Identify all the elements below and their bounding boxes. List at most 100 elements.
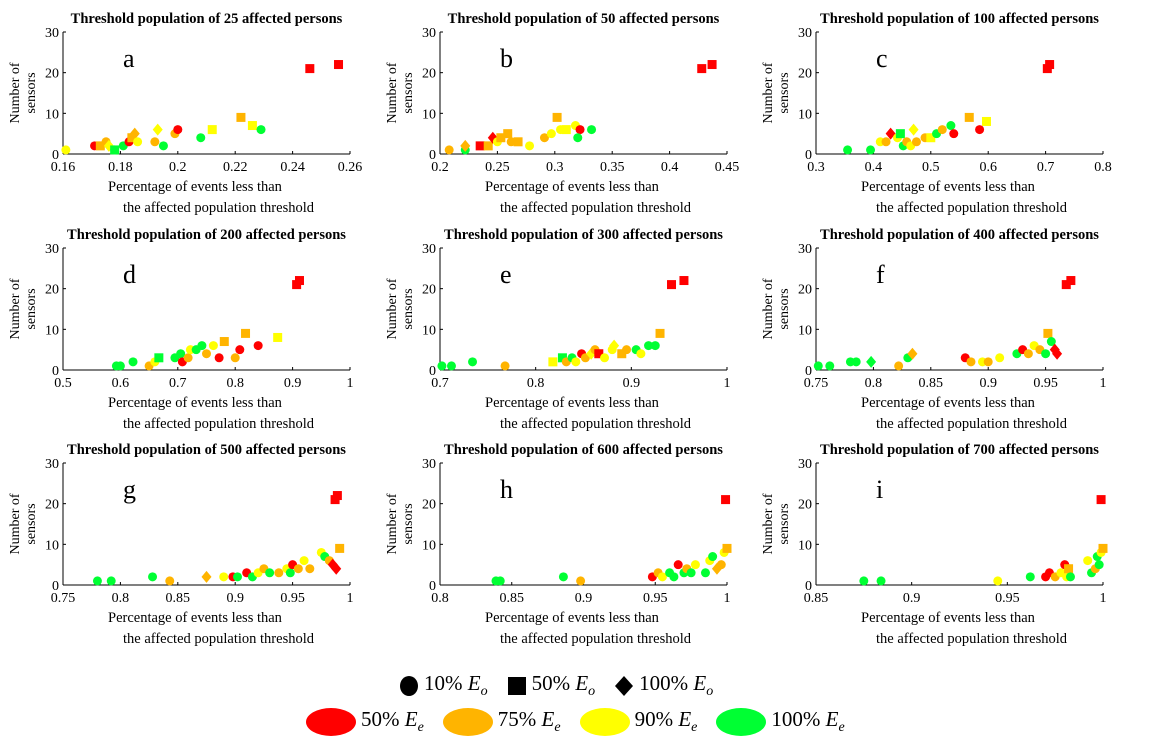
data-point-circle bbox=[525, 141, 535, 151]
data-point-circle bbox=[500, 361, 510, 371]
y-tick-label: 0 bbox=[805, 579, 812, 594]
x-axis-label-line1: Percentage of events less than bbox=[108, 610, 283, 626]
y-axis-label: Number ofsensors bbox=[385, 62, 416, 123]
y-tick-label: 20 bbox=[422, 283, 436, 298]
data-point-square bbox=[548, 357, 558, 367]
data-point-diamond bbox=[907, 347, 918, 360]
y-tick-label: 20 bbox=[798, 498, 812, 513]
data-point-circle bbox=[202, 349, 211, 359]
data-point-square bbox=[707, 60, 717, 70]
data-point-circle bbox=[576, 576, 586, 586]
data-point-circle bbox=[197, 341, 207, 351]
data-point-circle bbox=[622, 345, 632, 355]
x-tick-label: 0.9 bbox=[623, 376, 641, 391]
data-point-square bbox=[722, 543, 732, 553]
y-tick-label: 30 bbox=[798, 26, 812, 41]
data-point-circle bbox=[444, 145, 454, 155]
panel-letter: c bbox=[876, 44, 888, 73]
data-point-square bbox=[305, 64, 315, 74]
x-axis-label-line1: Percentage of events less than bbox=[108, 179, 283, 195]
subplot-i: Threshold population of 700 affected per… bbox=[761, 442, 1108, 647]
data-point-circle bbox=[946, 121, 956, 131]
y-axis-label: Number ofsensors bbox=[761, 62, 792, 123]
data-point-square bbox=[721, 495, 731, 505]
data-point-circle bbox=[1094, 560, 1104, 570]
data-point-square bbox=[154, 353, 164, 363]
data-point-circle bbox=[600, 353, 610, 363]
data-point-square bbox=[1045, 60, 1055, 70]
data-point-circle bbox=[1025, 572, 1035, 582]
x-tick-label: 0.85 bbox=[804, 591, 829, 606]
x-tick-label: 0.8 bbox=[112, 591, 130, 606]
y-tick-label: 10 bbox=[45, 107, 59, 122]
legend-label: 50% Eo bbox=[531, 671, 596, 700]
data-point-circle bbox=[253, 341, 263, 351]
data-point-circle bbox=[966, 357, 976, 367]
subplot-title: Threshold population of 500 affected per… bbox=[67, 442, 346, 458]
x-tick-label: 0.45 bbox=[715, 160, 740, 175]
data-point-circle bbox=[196, 133, 206, 143]
data-point-square bbox=[332, 491, 342, 501]
y-axis-label: Number ofsensors bbox=[8, 493, 39, 554]
data-point-diamond bbox=[1052, 347, 1063, 360]
x-tick-label: 1 bbox=[724, 376, 731, 391]
data-point-square bbox=[697, 64, 707, 74]
legend-label: 100% Ee bbox=[771, 707, 845, 736]
data-point-circle bbox=[894, 361, 904, 371]
subplot-d: Threshold population of 200 affected per… bbox=[8, 227, 354, 432]
x-axis-label-line2: the affected population threshold bbox=[500, 416, 692, 432]
data-point-circle bbox=[1083, 556, 1093, 566]
panel-letter: a bbox=[123, 44, 135, 73]
x-axis-label-line1: Percentage of events less than bbox=[485, 395, 660, 411]
y-axis-label: Number ofsensors bbox=[8, 278, 39, 339]
data-point-square bbox=[1064, 564, 1074, 574]
data-point-circle bbox=[148, 572, 158, 582]
color-swatch-icon bbox=[579, 708, 630, 736]
data-point-circle bbox=[235, 345, 245, 355]
data-point-circle bbox=[650, 341, 660, 351]
x-tick-label: 0.16 bbox=[51, 160, 76, 175]
data-point-circle bbox=[690, 560, 700, 570]
data-point-circle bbox=[716, 560, 726, 570]
subplot-title: Threshold population of 600 affected per… bbox=[444, 442, 723, 458]
x-axis-label-line1: Percentage of events less than bbox=[485, 610, 660, 626]
subplot-g: Threshold population of 500 affected per… bbox=[8, 442, 354, 647]
x-tick-label: 0.8 bbox=[527, 376, 545, 391]
x-tick-label: 0.24 bbox=[280, 160, 305, 175]
x-tick-label: 1 bbox=[1100, 376, 1107, 391]
x-tick-label: 0.95 bbox=[995, 591, 1020, 606]
data-point-circle bbox=[61, 145, 71, 155]
y-tick-label: 30 bbox=[798, 242, 812, 257]
x-tick-label: 0.9 bbox=[903, 591, 921, 606]
data-point-circle bbox=[911, 137, 921, 147]
x-axis-label-line1: Percentage of events less than bbox=[861, 395, 1036, 411]
data-point-square bbox=[594, 349, 604, 359]
x-tick-label: 0.6 bbox=[112, 376, 130, 391]
data-point-square bbox=[483, 141, 493, 151]
y-tick-label: 30 bbox=[422, 242, 436, 257]
data-point-circle bbox=[1023, 349, 1033, 359]
data-point-square bbox=[1066, 276, 1076, 286]
color-swatch-icon bbox=[716, 708, 767, 736]
x-tick-label: 0.75 bbox=[51, 591, 76, 606]
data-point-circle bbox=[150, 137, 160, 147]
data-point-circle bbox=[995, 353, 1005, 363]
subplot-title: Threshold population of 700 affected per… bbox=[820, 442, 1099, 458]
data-point-circle bbox=[575, 125, 585, 135]
subplot-e: Threshold population of 300 affected per… bbox=[385, 227, 731, 432]
data-point-circle bbox=[949, 129, 959, 139]
x-tick-label: 1 bbox=[724, 591, 731, 606]
x-tick-label: 0.6 bbox=[979, 160, 997, 175]
x-axis-label-line2: the affected population threshold bbox=[876, 416, 1068, 432]
data-point-circle bbox=[183, 353, 193, 363]
y-tick-label: 0 bbox=[805, 148, 812, 163]
data-point-circle bbox=[657, 572, 667, 582]
data-point-circle bbox=[274, 568, 284, 578]
data-point-square bbox=[557, 353, 567, 363]
data-point-circle bbox=[1046, 337, 1056, 347]
data-point-diamond bbox=[201, 570, 212, 583]
data-point-circle bbox=[468, 357, 478, 367]
data-point-square bbox=[926, 133, 936, 143]
legend-label: 75% Ee bbox=[497, 707, 561, 736]
legend-item-circle: 10% Eo bbox=[398, 671, 488, 700]
